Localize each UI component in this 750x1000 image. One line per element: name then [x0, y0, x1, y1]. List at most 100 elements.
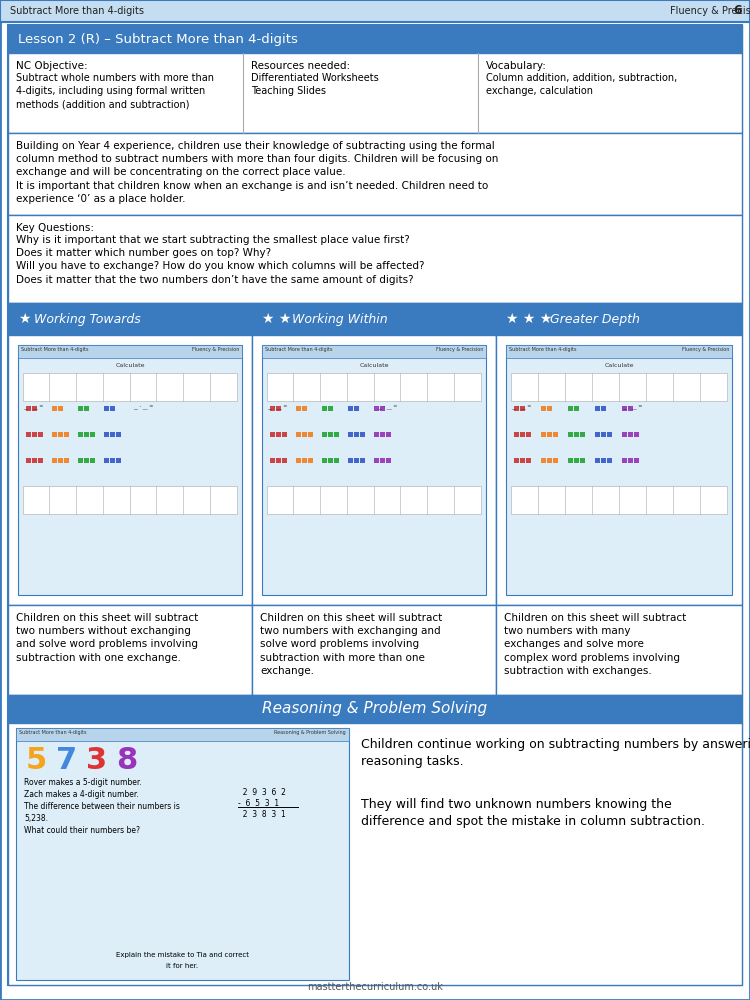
Text: Fluency & Precision: Fluency & Precision	[682, 347, 729, 352]
Bar	[267, 486, 481, 514]
Bar	[628, 458, 633, 463]
Text: Rover makes a 5-digit number.: Rover makes a 5-digit number.	[24, 778, 142, 787]
Text: Building on Year 4 experience, children use their knowledge of subtracting using: Building on Year 4 experience, children …	[16, 141, 498, 204]
Bar	[78, 432, 83, 437]
Text: 2  3  8  3  1: 2 3 8 3 1	[238, 810, 286, 819]
Bar	[16, 728, 349, 741]
Bar	[276, 432, 281, 437]
Bar	[506, 345, 732, 595]
Bar	[511, 373, 727, 401]
Text: -  6  5  3  1: - 6 5 3 1	[238, 799, 279, 808]
Text: it for her.: it for her.	[166, 963, 198, 969]
Bar	[580, 432, 585, 437]
Bar	[334, 432, 339, 437]
Bar	[252, 303, 496, 335]
Bar	[496, 335, 742, 605]
Bar	[267, 373, 481, 401]
Bar	[354, 432, 359, 437]
Bar	[58, 406, 63, 411]
Bar	[104, 458, 109, 463]
Bar	[296, 458, 301, 463]
Bar	[52, 458, 57, 463]
Text: Fluency & Precision: Fluency & Precision	[192, 347, 239, 352]
Bar	[514, 432, 519, 437]
Text: ★ ★ ★: ★ ★ ★	[506, 312, 552, 326]
Bar	[308, 458, 313, 463]
Text: Children on this sheet will subtract
two numbers without exchanging
and solve wo: Children on this sheet will subtract two…	[16, 613, 198, 663]
Bar	[16, 728, 349, 980]
Text: 3: 3	[86, 746, 107, 775]
Bar	[8, 723, 742, 985]
Bar	[622, 458, 627, 463]
Bar	[574, 458, 579, 463]
Bar	[52, 432, 57, 437]
Bar	[18, 345, 242, 595]
Bar	[276, 458, 281, 463]
Text: Calculate: Calculate	[116, 363, 145, 368]
Bar	[116, 458, 121, 463]
Text: Subtract whole numbers with more than
4-digits, including using formal written
m: Subtract whole numbers with more than 4-…	[16, 73, 214, 109]
Text: Working Towards: Working Towards	[34, 312, 141, 326]
Text: __ - __ =: __ - __ =	[622, 405, 642, 410]
Bar	[8, 25, 742, 53]
Bar	[328, 432, 333, 437]
Bar	[270, 432, 275, 437]
Bar	[90, 458, 95, 463]
Bar	[628, 432, 633, 437]
Bar	[84, 406, 89, 411]
Text: 7: 7	[56, 746, 77, 775]
Text: __ - __ =: __ - __ =	[511, 405, 531, 410]
Bar	[595, 458, 600, 463]
Bar	[8, 133, 742, 215]
Bar	[541, 458, 546, 463]
Bar	[380, 458, 385, 463]
Text: Reasoning & Problem Solving: Reasoning & Problem Solving	[274, 730, 346, 735]
Bar	[38, 458, 43, 463]
Bar	[514, 458, 519, 463]
Bar	[628, 406, 633, 411]
Text: Fluency & Precision: Fluency & Precision	[670, 6, 750, 16]
Bar	[38, 432, 43, 437]
Bar	[634, 458, 639, 463]
Bar	[322, 458, 327, 463]
Bar	[308, 432, 313, 437]
Text: Subtract More than 4-digits: Subtract More than 4-digits	[19, 730, 86, 735]
Bar	[110, 406, 115, 411]
Text: __ - __ =: __ - __ =	[377, 405, 398, 410]
Bar	[322, 432, 327, 437]
Bar	[634, 432, 639, 437]
Bar	[322, 406, 327, 411]
Text: Reasoning & Problem Solving: Reasoning & Problem Solving	[262, 702, 488, 716]
Bar	[520, 458, 525, 463]
Bar	[553, 432, 558, 437]
Bar	[84, 432, 89, 437]
Bar	[386, 458, 391, 463]
Bar	[607, 458, 612, 463]
Bar	[84, 458, 89, 463]
Text: Lesson 2 (R) – Subtract More than 4-digits: Lesson 2 (R) – Subtract More than 4-digi…	[18, 32, 298, 45]
Bar	[52, 406, 57, 411]
Bar	[26, 458, 31, 463]
Text: What could their numbers be?: What could their numbers be?	[24, 826, 140, 835]
Bar	[302, 458, 307, 463]
Bar	[574, 406, 579, 411]
Bar	[262, 345, 486, 595]
Text: __ - __ =: __ - __ =	[23, 405, 44, 410]
Bar	[374, 458, 379, 463]
Bar	[282, 432, 287, 437]
Bar	[348, 458, 353, 463]
Text: Subtract More than 4-digits: Subtract More than 4-digits	[265, 347, 332, 352]
Bar	[386, 432, 391, 437]
Bar	[8, 215, 742, 303]
Text: Fluency & Precision: Fluency & Precision	[436, 347, 483, 352]
Bar	[270, 458, 275, 463]
Bar	[601, 458, 606, 463]
Bar	[252, 605, 496, 695]
Bar	[8, 695, 742, 723]
Bar	[568, 406, 573, 411]
Text: Children on this sheet will subtract
two numbers with many
exchanges and solve m: Children on this sheet will subtract two…	[504, 613, 686, 676]
Bar	[334, 458, 339, 463]
Bar	[23, 373, 237, 401]
Bar	[26, 406, 31, 411]
Bar	[8, 335, 252, 605]
